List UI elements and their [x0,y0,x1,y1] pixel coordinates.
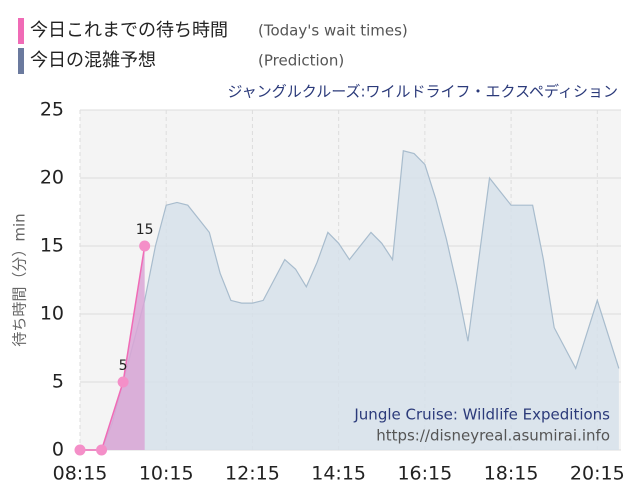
legend-label: 今日の混雑予想 [30,50,156,71]
line [80,245,146,451]
x-tick-label: 08:15 [53,463,108,485]
x-tick-label: 14:15 [311,463,366,485]
y-tick-label: 0 [52,439,64,461]
legend-note: (Today's wait times) [258,22,408,40]
area-fill [80,246,145,450]
y-tick-label: 5 [52,371,64,393]
x-tick-label: 16:15 [397,463,452,485]
x-tick-label: 12:15 [225,463,280,485]
y-tick-label: 25 [40,99,64,121]
x-tick-label: 18:15 [484,463,539,485]
watermark: Jungle Cruise: Wildlife Expeditions [353,406,610,424]
y-tick-label: 10 [40,303,64,325]
data-label: 5 [119,358,128,374]
point [139,240,151,252]
y-tick-label: 20 [40,167,64,189]
watermark: https://disneyreal.asumirai.info [376,427,610,445]
y-tick-label: 15 [40,235,64,257]
x-tick-label: 10:15 [139,463,194,485]
legend-swatch [18,18,24,44]
y-axis-label: 待ち時間（分）min [11,213,29,346]
subtitle: ジャングルクルーズ:ワイルドライフ・エクスペディション [227,83,618,101]
legend-note: (Prediction) [258,52,344,70]
legend-label: 今日これまでの待ち時間 [30,20,228,41]
area-fill [80,150,619,451]
line [80,150,620,451]
point [74,444,86,456]
data-label: 15 [136,222,154,238]
x-tick-label: 20:15 [570,463,625,485]
point [117,376,129,388]
legend-swatch [18,48,24,74]
point [96,444,108,456]
